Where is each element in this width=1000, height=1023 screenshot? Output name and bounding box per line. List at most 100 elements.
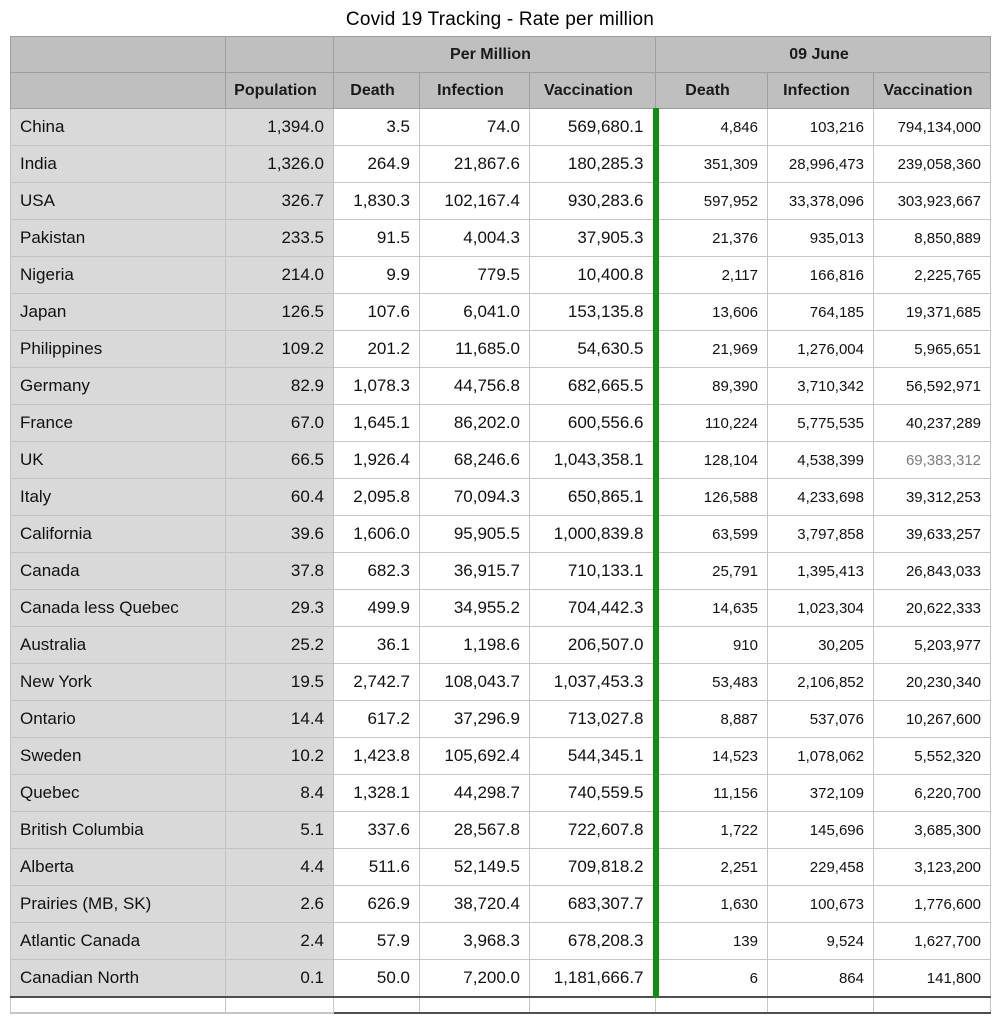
per-million-death-cell[interactable]: 2,742.7 xyxy=(333,663,420,701)
per-million-death-cell[interactable]: 617.2 xyxy=(333,700,420,738)
empty-cell[interactable] xyxy=(655,997,768,1014)
per-million-death-cell[interactable]: 2,095.8 xyxy=(333,478,420,516)
region-name-cell[interactable]: Nigeria xyxy=(10,256,226,294)
per-million-death-cell[interactable]: 107.6 xyxy=(333,293,420,331)
june-infection-cell[interactable]: 9,524 xyxy=(767,922,874,960)
population-group-cell[interactable] xyxy=(225,36,334,73)
june-infection-cell[interactable]: 1,395,413 xyxy=(767,552,874,590)
group-header-09-june[interactable]: 09 June xyxy=(654,36,992,73)
population-cell[interactable]: 1,394.0 xyxy=(225,108,334,146)
june-vaccination-column-header[interactable]: Vaccination xyxy=(872,72,992,109)
per-million-death-cell[interactable]: 57.9 xyxy=(333,922,420,960)
per-million-vaccination-cell[interactable]: 704,442.3 xyxy=(529,589,656,627)
region-name-cell[interactable]: Canada xyxy=(10,552,226,590)
per-million-vaccination-cell[interactable]: 722,607.8 xyxy=(529,811,656,849)
june-infection-cell[interactable]: 864 xyxy=(767,959,874,998)
june-infection-cell[interactable]: 764,185 xyxy=(767,293,874,331)
per-million-vaccination-cell[interactable]: 1,037,453.3 xyxy=(529,663,656,701)
empty-cell[interactable] xyxy=(10,997,226,1014)
region-name-cell[interactable]: USA xyxy=(10,182,226,220)
region-name-cell[interactable]: Alberta xyxy=(10,848,226,886)
june-infection-cell[interactable]: 372,109 xyxy=(767,774,874,812)
per-million-death-cell[interactable]: 9.9 xyxy=(333,256,420,294)
per-million-infection-cell[interactable]: 34,955.2 xyxy=(419,589,530,627)
june-infection-cell[interactable]: 3,710,342 xyxy=(767,367,874,405)
june-death-cell[interactable]: 21,969 xyxy=(652,330,768,368)
region-name-cell[interactable]: France xyxy=(10,404,226,442)
population-cell[interactable]: 0.1 xyxy=(225,959,334,998)
june-vaccination-cell[interactable]: 69,383,312 xyxy=(872,441,992,479)
june-death-cell[interactable]: 128,104 xyxy=(652,441,768,479)
june-death-cell[interactable]: 25,791 xyxy=(652,552,768,590)
empty-cell[interactable] xyxy=(333,997,420,1014)
per-million-infection-cell[interactable]: 7,200.0 xyxy=(419,959,530,998)
region-name-cell[interactable]: Pakistan xyxy=(10,219,226,257)
june-infection-cell[interactable]: 4,538,399 xyxy=(767,441,874,479)
june-death-cell[interactable]: 2,251 xyxy=(652,848,768,886)
per-million-infection-cell[interactable]: 102,167.4 xyxy=(419,182,530,220)
per-million-vaccination-cell[interactable]: 569,680.1 xyxy=(529,108,656,146)
per-million-vaccination-cell[interactable]: 544,345.1 xyxy=(529,737,656,775)
june-death-cell[interactable]: 11,156 xyxy=(652,774,768,812)
empty-cell[interactable] xyxy=(419,997,530,1014)
per-million-infection-cell[interactable]: 4,004.3 xyxy=(419,219,530,257)
june-infection-cell[interactable]: 1,276,004 xyxy=(767,330,874,368)
region-name-cell[interactable]: India xyxy=(10,145,226,183)
per-million-infection-cell[interactable]: 28,567.8 xyxy=(419,811,530,849)
june-vaccination-cell[interactable]: 5,965,651 xyxy=(872,330,992,368)
june-vaccination-cell[interactable]: 10,267,600 xyxy=(872,700,992,738)
per-million-infection-cell[interactable]: 21,867.6 xyxy=(419,145,530,183)
june-vaccination-cell[interactable]: 141,800 xyxy=(872,959,992,998)
population-cell[interactable]: 37.8 xyxy=(225,552,334,590)
june-death-cell[interactable]: 910 xyxy=(652,626,768,664)
region-name-cell[interactable]: Atlantic Canada xyxy=(10,922,226,960)
population-cell[interactable]: 19.5 xyxy=(225,663,334,701)
per-million-vaccination-cell[interactable]: 710,133.1 xyxy=(529,552,656,590)
per-million-death-cell[interactable]: 1,423.8 xyxy=(333,737,420,775)
per-million-infection-cell[interactable]: 68,246.6 xyxy=(419,441,530,479)
june-infection-cell[interactable]: 1,023,304 xyxy=(767,589,874,627)
per-million-infection-cell[interactable]: 44,756.8 xyxy=(419,367,530,405)
june-death-cell[interactable]: 14,523 xyxy=(652,737,768,775)
population-cell[interactable]: 25.2 xyxy=(225,626,334,664)
region-name-cell[interactable]: British Columbia xyxy=(10,811,226,849)
june-vaccination-cell[interactable]: 5,552,320 xyxy=(872,737,992,775)
per-million-vaccination-cell[interactable]: 930,283.6 xyxy=(529,182,656,220)
june-death-cell[interactable]: 1,630 xyxy=(652,885,768,923)
region-name-cell[interactable]: Australia xyxy=(10,626,226,664)
region-name-cell[interactable]: China xyxy=(10,108,226,146)
population-cell[interactable]: 39.6 xyxy=(225,515,334,553)
per-million-vaccination-cell[interactable]: 54,630.5 xyxy=(529,330,656,368)
region-name-cell[interactable]: Prairies (MB, SK) xyxy=(10,885,226,923)
per-million-infection-cell[interactable]: 38,720.4 xyxy=(419,885,530,923)
per-million-infection-cell[interactable]: 37,296.9 xyxy=(419,700,530,738)
group-header-per-million[interactable]: Per Million xyxy=(333,36,656,73)
per-million-infection-cell[interactable]: 6,041.0 xyxy=(419,293,530,331)
june-vaccination-cell[interactable]: 39,633,257 xyxy=(872,515,992,553)
population-cell[interactable]: 126.5 xyxy=(225,293,334,331)
per-million-vaccination-cell[interactable]: 180,285.3 xyxy=(529,145,656,183)
june-infection-cell[interactable]: 103,216 xyxy=(767,108,874,146)
june-death-cell[interactable]: 351,309 xyxy=(652,145,768,183)
empty-cell[interactable] xyxy=(872,997,992,1014)
june-vaccination-cell[interactable]: 3,685,300 xyxy=(872,811,992,849)
june-death-cell[interactable]: 126,588 xyxy=(652,478,768,516)
population-column-header[interactable]: Population xyxy=(225,72,334,109)
june-infection-cell[interactable]: 30,205 xyxy=(767,626,874,664)
june-infection-cell[interactable]: 229,458 xyxy=(767,848,874,886)
pm-death-column-header[interactable]: Death xyxy=(333,72,420,109)
june-vaccination-cell[interactable]: 3,123,200 xyxy=(872,848,992,886)
per-million-infection-cell[interactable]: 95,905.5 xyxy=(419,515,530,553)
population-cell[interactable]: 60.4 xyxy=(225,478,334,516)
per-million-infection-cell[interactable]: 779.5 xyxy=(419,256,530,294)
region-name-cell[interactable]: Canadian North xyxy=(10,959,226,998)
per-million-vaccination-cell[interactable]: 1,181,666.7 xyxy=(529,959,656,998)
june-vaccination-cell[interactable]: 6,220,700 xyxy=(872,774,992,812)
per-million-vaccination-cell[interactable]: 682,665.5 xyxy=(529,367,656,405)
pm-infection-column-header[interactable]: Infection xyxy=(419,72,530,109)
per-million-infection-cell[interactable]: 3,968.3 xyxy=(419,922,530,960)
june-infection-cell[interactable]: 3,797,858 xyxy=(767,515,874,553)
june-vaccination-cell[interactable]: 26,843,033 xyxy=(872,552,992,590)
per-million-death-cell[interactable]: 1,606.0 xyxy=(333,515,420,553)
june-death-cell[interactable]: 4,846 xyxy=(652,108,768,146)
